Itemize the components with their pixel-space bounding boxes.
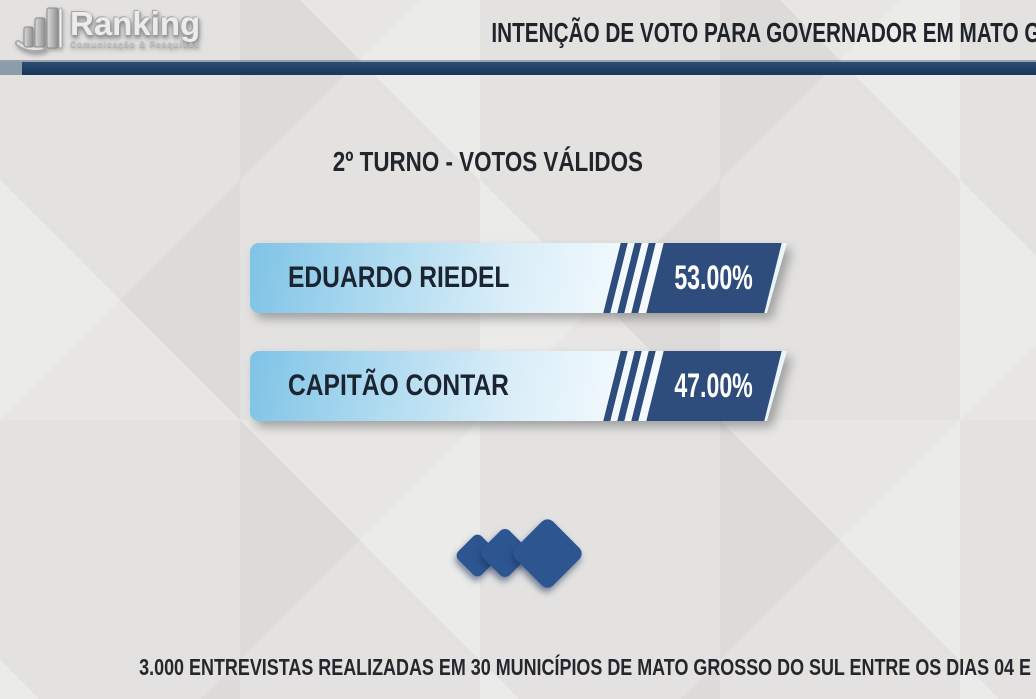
- brand-logo: Ranking Comunicação & Pesquisas: [14, 5, 200, 55]
- page-title: INTENÇÃO DE VOTO PARA GOVERNADOR EM MATO…: [340, 18, 1036, 48]
- header-divider-cap: [0, 62, 22, 75]
- header-divider-bar: [0, 62, 1036, 75]
- candidate-name: CAPITÃO CONTAR: [288, 369, 509, 402]
- diamond-icon: [510, 516, 585, 591]
- value-label: 53.00%: [674, 258, 754, 297]
- methodology-note-text: 3.000 ENTREVISTAS REALIZADAS EM 30 MUNIC…: [139, 654, 1036, 680]
- page-title-text: INTENÇÃO DE VOTO PARA GOVERNADOR EM MATO…: [491, 17, 1036, 48]
- chart-subtitle: 2º TURNO - VOTOS VÁLIDOS: [0, 146, 976, 178]
- value-badge: 53.00%: [646, 243, 782, 313]
- ranking-bars-icon: [15, 7, 63, 54]
- diamonds-decoration: [454, 515, 590, 603]
- value-label: 47.00%: [674, 366, 754, 405]
- chart-subtitle-text: 2º TURNO - VOTOS VÁLIDOS: [332, 146, 644, 177]
- brand-tagline: Comunicação & Pesquisas: [70, 40, 200, 49]
- value-badge: 47.00%: [646, 351, 782, 421]
- brand-name: Ranking: [70, 5, 201, 42]
- candidate-name: EDUARDO RIEDEL: [288, 261, 510, 294]
- poll-bar-capitao-contar: 47.00% CAPITÃO CONTAR: [250, 351, 787, 421]
- methodology-note: 3.000 ENTREVISTAS REALIZADAS EM 30 MUNIC…: [0, 654, 1036, 681]
- poll-bar-eduardo-riedel: 53.00% EDUARDO RIEDEL: [250, 243, 787, 313]
